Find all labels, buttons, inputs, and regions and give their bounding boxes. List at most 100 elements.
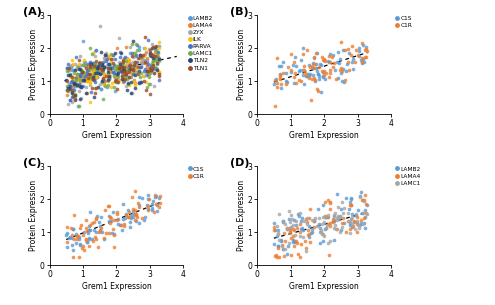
Point: [121, 74, 129, 79]
Point: [65, 66, 73, 71]
Point: [148, 53, 156, 58]
Point: [361, 47, 369, 52]
Point: [345, 218, 352, 223]
Point: [302, 248, 310, 253]
Point: [348, 214, 356, 219]
Point: [361, 55, 369, 59]
Point: [319, 74, 327, 79]
Point: [115, 67, 123, 72]
Point: [330, 218, 338, 223]
Point: [78, 71, 86, 76]
Point: [149, 210, 157, 215]
Point: [111, 89, 119, 94]
Point: [105, 203, 113, 208]
Point: [68, 100, 76, 105]
Point: [332, 77, 340, 81]
Point: [85, 77, 93, 82]
Point: [82, 65, 90, 70]
Point: [122, 211, 130, 216]
Point: [346, 231, 354, 236]
Point: [101, 52, 109, 57]
Point: [69, 81, 77, 86]
Point: [152, 57, 160, 62]
Point: [112, 80, 120, 85]
Point: [137, 80, 145, 85]
Point: [145, 71, 153, 76]
Point: [100, 64, 108, 69]
Point: [99, 76, 106, 81]
Point: [102, 58, 110, 63]
Point: [352, 211, 360, 216]
Point: [276, 72, 284, 77]
Point: [298, 225, 306, 230]
Point: [115, 64, 123, 69]
Point: [64, 67, 72, 72]
Point: [270, 221, 278, 226]
Point: [92, 69, 99, 74]
Point: [276, 74, 284, 79]
Point: [78, 79, 86, 84]
Point: [75, 104, 83, 109]
Point: [75, 235, 83, 240]
Point: [335, 217, 343, 222]
Point: [89, 221, 97, 225]
Point: [95, 230, 103, 235]
Point: [119, 76, 127, 81]
Point: [79, 38, 87, 43]
Point: [69, 83, 77, 88]
Point: [93, 217, 100, 222]
Point: [125, 62, 133, 66]
Point: [62, 77, 70, 82]
Point: [104, 203, 112, 208]
Point: [83, 78, 91, 83]
Point: [72, 83, 80, 88]
Point: [99, 68, 106, 73]
Point: [321, 214, 329, 219]
Point: [90, 60, 98, 65]
Point: [316, 226, 324, 231]
Point: [75, 237, 83, 242]
Point: [77, 242, 85, 246]
Point: [92, 69, 100, 74]
Point: [143, 72, 151, 77]
Point: [142, 34, 149, 39]
Point: [65, 81, 73, 86]
Point: [347, 222, 355, 227]
Point: [361, 45, 369, 49]
Point: [321, 200, 329, 205]
Point: [89, 50, 97, 55]
Point: [98, 79, 106, 84]
Point: [82, 63, 90, 67]
Point: [314, 72, 322, 77]
Point: [140, 69, 148, 74]
Point: [63, 66, 71, 71]
Legend: C1S, C1R: C1S, C1R: [394, 13, 414, 30]
Point: [119, 217, 127, 222]
Point: [343, 61, 351, 66]
Point: [311, 78, 319, 83]
Point: [124, 215, 132, 220]
Point: [63, 87, 71, 92]
Point: [323, 223, 331, 228]
Point: [85, 228, 93, 232]
Point: [141, 66, 148, 71]
Point: [155, 78, 163, 83]
Point: [93, 67, 100, 72]
Point: [140, 79, 148, 84]
Point: [100, 81, 108, 86]
Point: [69, 255, 77, 260]
Point: [73, 71, 81, 76]
Point: [295, 77, 303, 82]
Point: [103, 62, 111, 67]
Point: [342, 229, 350, 234]
Point: [327, 239, 335, 244]
Point: [73, 233, 81, 238]
Point: [137, 63, 145, 68]
Point: [113, 77, 121, 82]
Point: [70, 82, 78, 87]
Point: [145, 71, 153, 76]
Point: [125, 70, 133, 74]
Point: [152, 54, 160, 59]
Point: [99, 71, 107, 76]
Point: [337, 207, 345, 212]
